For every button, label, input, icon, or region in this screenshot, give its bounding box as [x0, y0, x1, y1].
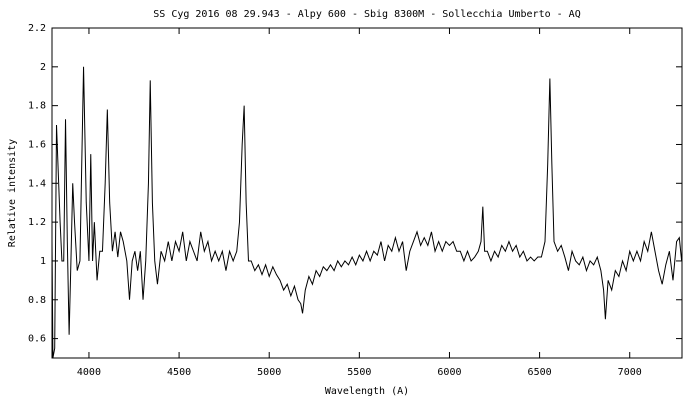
x-tick-label: 4500 — [167, 367, 191, 378]
x-tick-label: 6500 — [528, 367, 552, 378]
x-tick-label: 5500 — [347, 367, 371, 378]
chart-title: SS Cyg 2016 08 29.943 - Alpy 600 - Sbig … — [153, 9, 580, 20]
plot-frame — [51, 27, 683, 359]
x-tick-label: 5000 — [257, 367, 281, 378]
x-tick-label: 4000 — [77, 367, 101, 378]
y-tick-label: 1 — [40, 256, 46, 267]
y-axis-label: Relative intensity — [7, 139, 18, 247]
y-tick-label: 2 — [40, 62, 46, 73]
y-tick-label: 0.6 — [28, 334, 46, 345]
y-tick-label: 0.8 — [28, 295, 46, 306]
y-tick-label: 2.2 — [28, 23, 46, 34]
y-tick-label: 1.4 — [28, 178, 46, 189]
x-tick-label: 6000 — [437, 367, 461, 378]
y-tick-label: 1.2 — [28, 217, 46, 228]
x-tick-label: 7000 — [618, 367, 642, 378]
y-tick-label: 1.8 — [28, 101, 46, 112]
x-axis-label: Wavelength (A) — [325, 386, 409, 397]
y-tick-label: 1.6 — [28, 139, 46, 150]
spectrum-line — [51, 66, 683, 359]
